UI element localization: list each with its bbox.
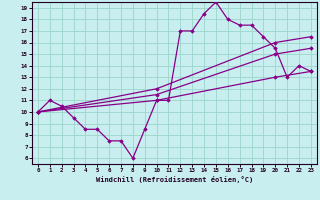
X-axis label: Windchill (Refroidissement éolien,°C): Windchill (Refroidissement éolien,°C)	[96, 176, 253, 183]
